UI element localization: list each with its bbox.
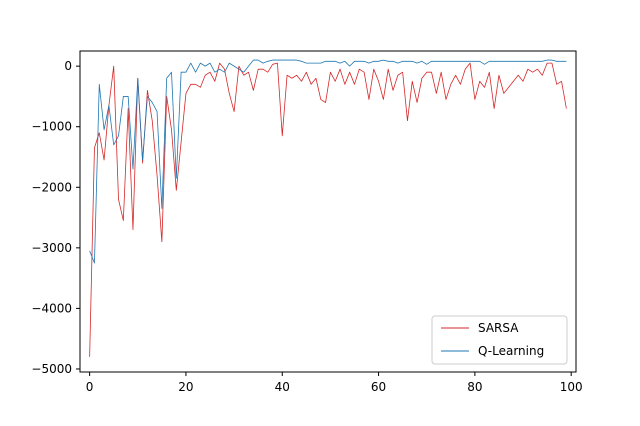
series-line-sarsa xyxy=(89,62,567,357)
legend-label-sarsa: SARSA xyxy=(478,321,519,335)
y-tick-label: −5000 xyxy=(31,362,72,376)
x-tick-label: 20 xyxy=(178,380,193,394)
series-line-q-learning xyxy=(89,59,567,264)
x-axis: 0 20 40 60 80 100 xyxy=(86,372,583,394)
legend: SARSA Q-Learning xyxy=(431,315,568,365)
y-axis: 0 −1000 −2000 −3000 −4000 −5000 xyxy=(31,59,80,376)
y-tick-label: −3000 xyxy=(31,241,72,255)
y-tick-label: 0 xyxy=(64,59,72,73)
y-tick-label: −4000 xyxy=(31,301,72,315)
x-tick-label: 60 xyxy=(371,380,386,394)
y-tick-label: −1000 xyxy=(31,120,72,134)
y-tick-label: −2000 xyxy=(31,180,72,194)
series-layer xyxy=(89,59,567,357)
plot-frame xyxy=(79,50,577,373)
x-tick-label: 0 xyxy=(86,380,94,394)
x-tick-label: 100 xyxy=(560,380,583,394)
x-tick-label: 80 xyxy=(467,380,482,394)
x-tick-label: 40 xyxy=(275,380,290,394)
legend-label-q-learning: Q-Learning xyxy=(478,344,544,358)
